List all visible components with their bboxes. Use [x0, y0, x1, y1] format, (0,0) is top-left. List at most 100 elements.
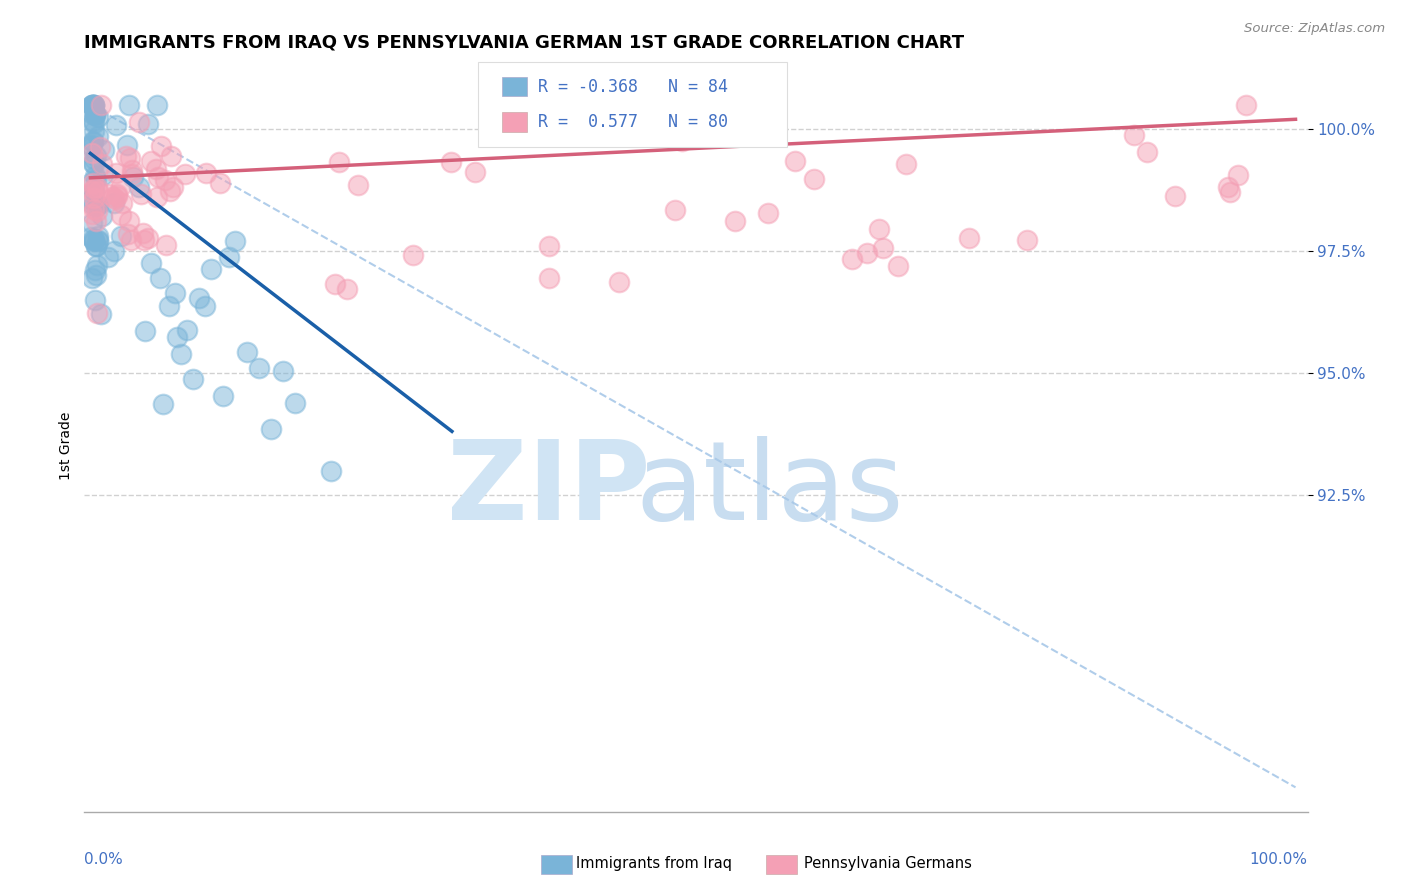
Point	[89, 139, 111, 153]
Point	[80, 107, 103, 121]
Point	[323, 277, 346, 291]
Point	[121, 169, 143, 184]
Point	[174, 167, 197, 181]
Point	[80, 192, 103, 206]
Point	[84, 214, 107, 228]
Point	[136, 117, 159, 131]
Point	[86, 258, 108, 272]
Point	[86, 199, 108, 213]
Point	[328, 155, 350, 169]
Point	[271, 364, 294, 378]
Point	[464, 164, 486, 178]
Point	[104, 119, 127, 133]
Point	[187, 291, 209, 305]
Point	[155, 238, 177, 252]
Point	[1015, 233, 1038, 247]
Point	[671, 135, 693, 149]
Point	[134, 324, 156, 338]
Point	[957, 230, 980, 244]
Point	[83, 184, 105, 198]
Point	[87, 234, 110, 248]
Point	[195, 166, 218, 180]
Point	[82, 136, 104, 150]
Point	[80, 184, 103, 198]
Point	[82, 231, 104, 245]
Point	[86, 185, 108, 199]
Point	[132, 233, 155, 247]
Point	[856, 245, 879, 260]
Point	[872, 241, 894, 255]
Point	[139, 256, 162, 270]
Point	[80, 97, 103, 112]
Point	[83, 97, 105, 112]
Point	[84, 268, 107, 282]
Point	[104, 193, 127, 207]
Point	[121, 234, 143, 248]
Point	[83, 97, 105, 112]
Text: IMMIGRANTS FROM IRAQ VS PENNSYLVANIA GERMAN 1ST GRADE CORRELATION CHART: IMMIGRANTS FROM IRAQ VS PENNSYLVANIA GER…	[84, 33, 965, 51]
Point	[110, 208, 132, 222]
Point	[756, 206, 779, 220]
Point	[1219, 185, 1241, 199]
Point	[82, 134, 104, 148]
Point	[84, 238, 107, 252]
Point	[86, 180, 108, 194]
Point	[80, 206, 103, 220]
Point	[247, 361, 270, 376]
Point	[887, 259, 910, 273]
Point	[149, 271, 172, 285]
Text: Immigrants from Iraq: Immigrants from Iraq	[576, 856, 733, 871]
Point	[115, 138, 138, 153]
Y-axis label: 1st Grade: 1st Grade	[59, 412, 73, 480]
Point	[83, 234, 105, 248]
Point	[84, 293, 107, 307]
Point	[87, 111, 110, 125]
Point	[83, 202, 105, 216]
Point	[841, 252, 863, 266]
Point	[80, 97, 103, 112]
Point	[84, 108, 107, 122]
Point	[83, 97, 105, 112]
Point	[82, 113, 104, 128]
Point	[150, 139, 173, 153]
Point	[83, 169, 105, 184]
Text: ZIP: ZIP	[447, 436, 651, 543]
Point	[128, 114, 150, 128]
Point	[114, 149, 136, 163]
Point	[87, 198, 110, 212]
Point	[90, 97, 112, 112]
Text: R =  0.577   N = 80: R = 0.577 N = 80	[538, 113, 728, 131]
Point	[218, 250, 240, 264]
Point	[166, 329, 188, 343]
Point	[1216, 180, 1239, 194]
Point	[208, 177, 231, 191]
Point	[90, 209, 112, 223]
Point	[194, 299, 217, 313]
Point	[145, 97, 167, 112]
Point	[1226, 169, 1249, 183]
Point	[87, 228, 110, 243]
Point	[80, 145, 103, 160]
Point	[664, 202, 686, 217]
Point	[97, 251, 120, 265]
Point	[607, 275, 630, 289]
Point	[86, 203, 108, 218]
Point	[98, 186, 121, 201]
Point	[83, 157, 105, 171]
Point	[82, 175, 104, 189]
Point	[103, 190, 125, 204]
Point	[104, 166, 127, 180]
Point	[336, 282, 359, 296]
Point	[236, 344, 259, 359]
Point	[200, 262, 222, 277]
Point	[82, 97, 104, 112]
Point	[105, 187, 128, 202]
Point	[1136, 145, 1159, 159]
Point	[121, 167, 143, 181]
Point	[82, 176, 104, 190]
Point	[86, 306, 108, 320]
Point	[868, 222, 890, 236]
Text: Pennsylvania Germans: Pennsylvania Germans	[804, 856, 972, 871]
Point	[90, 157, 112, 171]
Point	[80, 137, 103, 152]
